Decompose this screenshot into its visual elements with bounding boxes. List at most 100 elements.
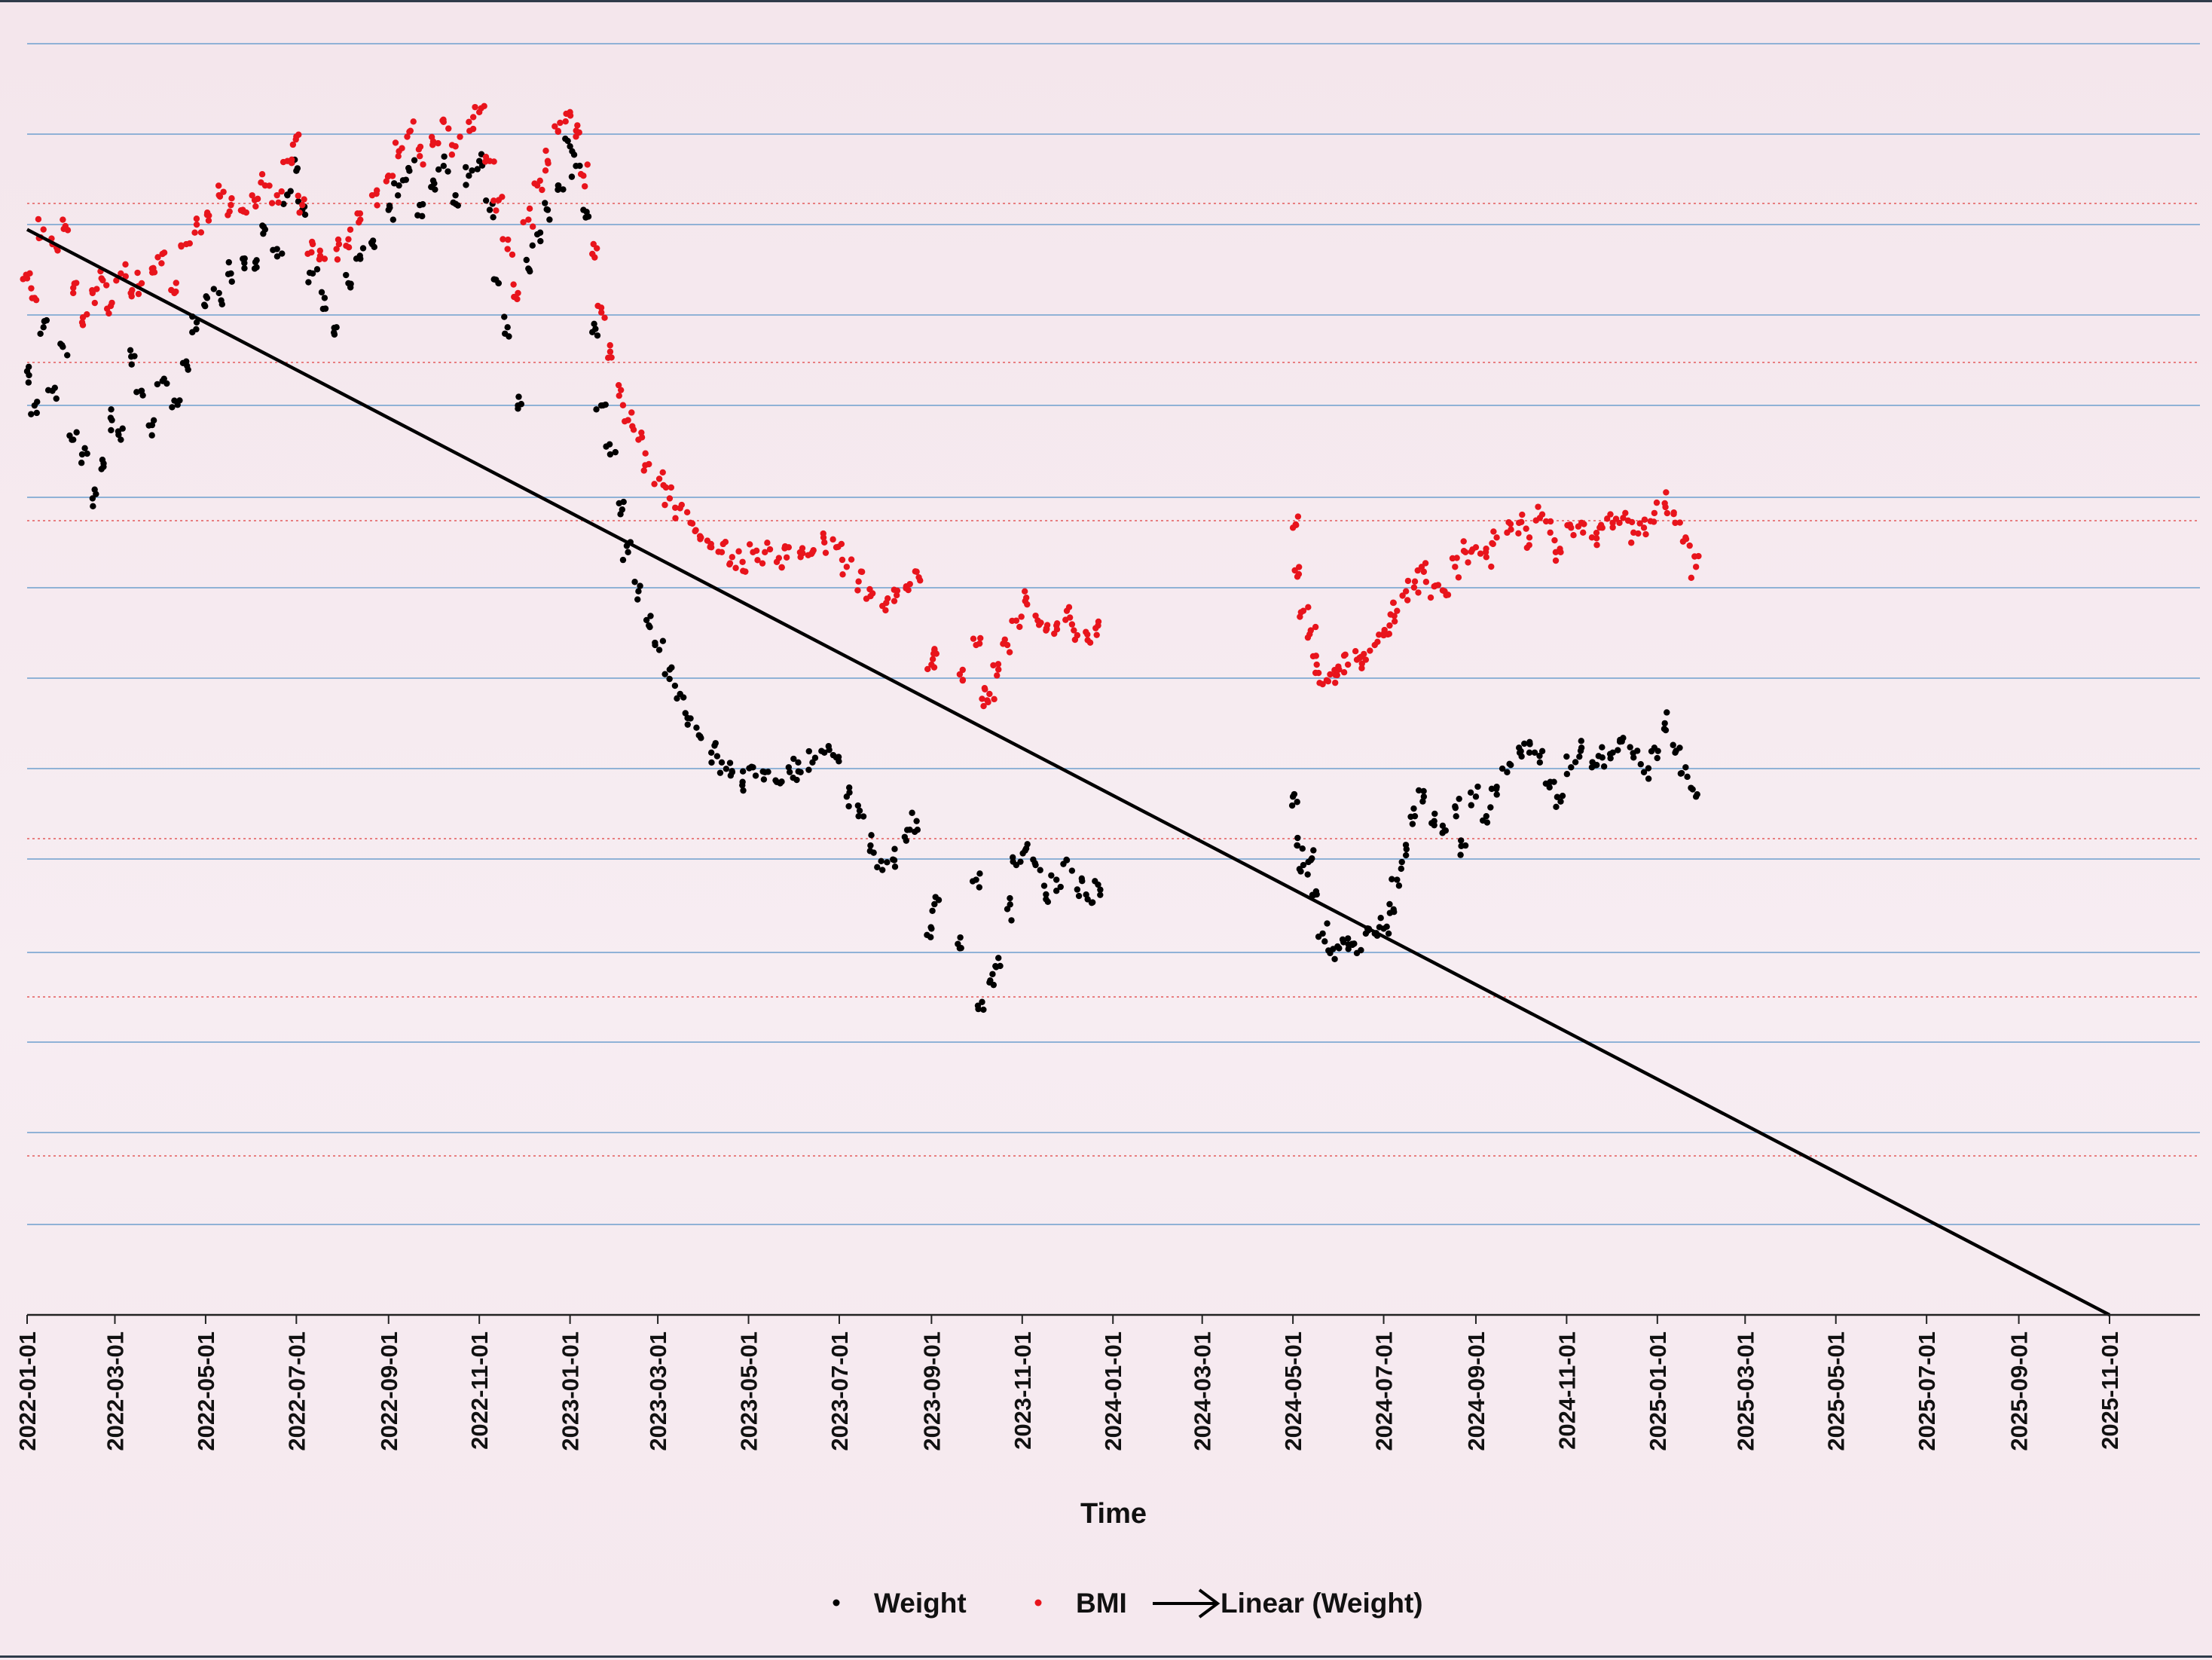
data-point-density bbox=[1636, 520, 1643, 527]
data-point bbox=[1672, 519, 1679, 527]
data-point bbox=[1411, 578, 1419, 585]
data-point bbox=[333, 246, 340, 252]
data-point-density bbox=[1688, 574, 1695, 582]
data-point-density bbox=[536, 229, 544, 236]
data-point-density bbox=[1564, 521, 1571, 529]
data-point-density bbox=[148, 432, 155, 439]
data-point bbox=[1420, 568, 1428, 575]
data-point-density bbox=[1395, 882, 1403, 889]
data-point-density bbox=[858, 568, 866, 576]
data-point-density bbox=[295, 131, 302, 138]
data-point-density bbox=[1410, 584, 1418, 591]
data-point-density bbox=[1457, 851, 1464, 858]
data-point-density bbox=[29, 295, 35, 301]
data-point-density bbox=[1642, 530, 1649, 538]
data-point-density bbox=[889, 856, 897, 863]
data-point-density bbox=[462, 164, 469, 171]
data-point-density bbox=[982, 686, 988, 693]
data-point-density bbox=[463, 182, 469, 188]
data-point-density bbox=[160, 249, 168, 256]
data-point-density bbox=[846, 789, 853, 796]
data-point-density bbox=[482, 197, 490, 204]
data-point bbox=[193, 221, 200, 228]
data-point-density bbox=[259, 222, 266, 229]
data-point-density bbox=[697, 732, 704, 740]
data-point-density bbox=[158, 260, 165, 267]
data-point-density bbox=[704, 537, 711, 544]
data-point-density bbox=[799, 545, 806, 552]
data-point-density bbox=[193, 326, 200, 333]
x-tick-label: 2023-03-01 bbox=[645, 1331, 671, 1451]
data-point-density bbox=[1291, 790, 1298, 798]
data-point-density bbox=[176, 397, 183, 404]
data-point-density bbox=[1542, 518, 1550, 525]
data-point-density bbox=[51, 384, 59, 391]
data-point-density bbox=[34, 399, 41, 405]
data-point bbox=[979, 695, 985, 702]
x-tick-label: 2024-05-01 bbox=[1280, 1331, 1306, 1451]
data-point bbox=[867, 842, 874, 849]
data-point-density bbox=[1523, 544, 1531, 552]
data-point-density bbox=[912, 568, 919, 575]
data-point-density bbox=[930, 664, 938, 671]
data-point-density bbox=[280, 158, 287, 166]
data-point-density bbox=[1068, 621, 1076, 628]
data-point-density bbox=[602, 401, 609, 408]
data-point-density bbox=[868, 832, 875, 839]
x-tick-label: 2025-05-01 bbox=[1823, 1331, 1850, 1451]
data-point-density bbox=[1508, 761, 1514, 769]
data-point-density bbox=[1595, 753, 1602, 760]
data-point-density bbox=[241, 264, 248, 272]
data-point-density bbox=[1452, 804, 1459, 812]
data-point-density bbox=[1404, 577, 1412, 585]
data-point-density bbox=[793, 776, 800, 784]
data-point-density bbox=[1095, 618, 1102, 625]
data-point-density bbox=[924, 931, 930, 938]
data-point-density bbox=[53, 395, 60, 402]
data-point bbox=[1452, 564, 1459, 570]
data-point-density bbox=[249, 192, 255, 199]
data-point-density bbox=[805, 747, 812, 755]
data-point-density bbox=[502, 330, 509, 337]
data-point bbox=[606, 348, 614, 355]
data-point-density bbox=[1053, 620, 1061, 627]
data-point-density bbox=[273, 253, 281, 260]
x-tick-label: 2025-01-01 bbox=[1645, 1331, 1671, 1451]
data-point-density bbox=[1361, 650, 1367, 658]
x-tick-label: 2023-11-01 bbox=[1010, 1331, 1036, 1450]
data-point-density bbox=[306, 269, 313, 277]
data-point-density bbox=[1460, 547, 1468, 555]
data-point-density bbox=[1593, 542, 1600, 549]
data-point-density bbox=[795, 759, 802, 766]
data-point-density bbox=[715, 549, 722, 555]
data-point-density bbox=[499, 194, 506, 200]
data-point-density bbox=[1647, 518, 1654, 524]
data-point-density bbox=[115, 431, 122, 439]
data-point-density bbox=[316, 247, 324, 254]
data-point-density bbox=[402, 176, 409, 183]
legend-marker bbox=[1153, 1588, 1221, 1619]
data-point-density bbox=[1374, 638, 1381, 646]
data-point-density bbox=[777, 780, 784, 787]
data-point-density bbox=[150, 417, 157, 424]
series-weight bbox=[23, 135, 1700, 1013]
data-point-density bbox=[390, 216, 397, 223]
data-point-density bbox=[1684, 773, 1691, 781]
data-point-density bbox=[160, 375, 167, 382]
data-point-density bbox=[1340, 669, 1348, 676]
data-point-density bbox=[505, 236, 512, 243]
data-point-density bbox=[1386, 631, 1393, 637]
data-point-density bbox=[1071, 627, 1077, 634]
data-point-density bbox=[128, 361, 135, 368]
data-point-density bbox=[59, 341, 66, 349]
data-point-density bbox=[931, 646, 938, 653]
data-point-density bbox=[959, 677, 967, 683]
data-point-density bbox=[619, 506, 625, 513]
data-point-density bbox=[1040, 882, 1048, 889]
data-point-density bbox=[1376, 631, 1382, 638]
data-point-density bbox=[591, 254, 598, 261]
data-point bbox=[739, 558, 746, 565]
data-point-density bbox=[1654, 754, 1661, 762]
data-point-density bbox=[1597, 521, 1605, 528]
data-point-density bbox=[790, 755, 797, 763]
